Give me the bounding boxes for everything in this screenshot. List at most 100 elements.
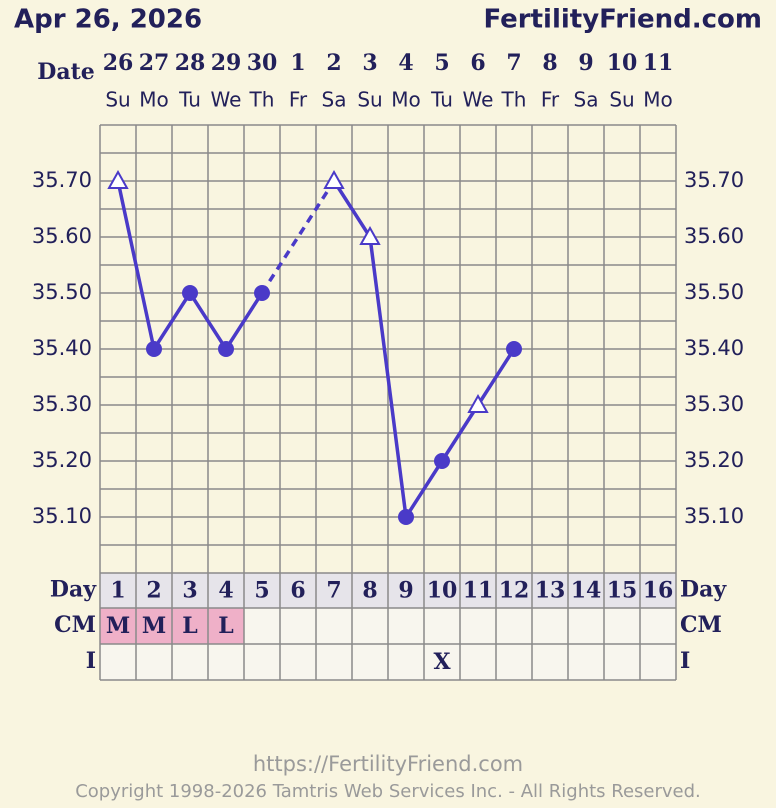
day-cell — [100, 573, 136, 608]
i-row-label-right: I — [680, 648, 690, 674]
i-cell — [100, 644, 136, 680]
date-label: 28 — [175, 50, 206, 76]
day-label: 2 — [146, 578, 161, 604]
date-label: 29 — [211, 50, 242, 76]
cm-cell — [388, 608, 424, 644]
day-label: 12 — [499, 578, 530, 604]
day-cell — [604, 573, 640, 608]
point-marker — [182, 285, 198, 301]
i-cell — [388, 644, 424, 680]
cm-cell — [568, 608, 604, 644]
site-name: FertilityFriend.com — [483, 5, 762, 35]
i-cell — [532, 644, 568, 680]
day-cell — [316, 573, 352, 608]
triangle-marker — [107, 169, 129, 189]
cm-cell — [604, 608, 640, 644]
day-label: 3 — [182, 578, 197, 604]
point-marker — [254, 285, 270, 301]
i-cell — [604, 644, 640, 680]
date-label: 5 — [434, 50, 449, 76]
cm-cell — [352, 608, 388, 644]
temperature-line — [332, 180, 516, 522]
cm-cell — [424, 608, 460, 644]
day-cell — [568, 573, 604, 608]
weekday-label: Th — [501, 88, 527, 112]
cm-cell — [640, 608, 676, 644]
date-label: 11 — [643, 50, 674, 76]
date-label: 2 — [326, 50, 341, 76]
i-cell — [172, 644, 208, 680]
day-cell — [136, 573, 172, 608]
day-label: 7 — [326, 578, 341, 604]
footer-copyright: Copyright 1998-2026 Tamtris Web Services… — [75, 781, 701, 802]
date-label: 7 — [506, 50, 521, 76]
weekday-label: Su — [105, 88, 130, 112]
day-cell — [496, 573, 532, 608]
y-tick-label-right: 35.70 — [684, 168, 744, 192]
triangle-marker — [323, 169, 345, 189]
weekday-label: We — [211, 88, 242, 112]
cm-cell — [496, 608, 532, 644]
date-label: 6 — [470, 50, 485, 76]
weekday-label: Fr — [541, 88, 560, 112]
y-tick-label-right: 35.40 — [684, 336, 744, 360]
y-tick-label-right: 35.50 — [684, 280, 744, 304]
day-row-label-right: Day — [680, 577, 727, 603]
cm-label: L — [218, 613, 233, 639]
cm-row-label-right: CM — [680, 612, 722, 638]
cm-cell — [136, 608, 172, 644]
day-label: 14 — [571, 578, 602, 604]
i-cell — [424, 644, 460, 680]
cm-cell — [316, 608, 352, 644]
y-tick-label: 35.60 — [32, 224, 92, 248]
cm-cell — [532, 608, 568, 644]
weekday-label: Su — [357, 88, 382, 112]
day-label: 13 — [535, 578, 566, 604]
weekday-label: Mo — [643, 88, 673, 112]
date-label: 27 — [139, 50, 170, 76]
i-cell — [316, 644, 352, 680]
date-label: 30 — [247, 50, 278, 76]
day-cell — [640, 573, 676, 608]
date-label: 3 — [362, 50, 377, 76]
i-cell — [244, 644, 280, 680]
day-row-label: Day — [50, 577, 97, 603]
cm-cell — [208, 608, 244, 644]
date-row-label: Date — [37, 59, 95, 85]
cm-cell — [280, 608, 316, 644]
day-cell — [244, 573, 280, 608]
point-marker — [506, 341, 522, 357]
y-tick-label-right: 35.10 — [684, 504, 744, 528]
footer-url: https://FertilityFriend.com — [253, 752, 523, 776]
y-tick-label-right: 35.60 — [684, 224, 744, 248]
date-label: 4 — [398, 50, 413, 76]
weekday-label: Su — [609, 88, 634, 112]
point-marker — [146, 341, 162, 357]
weekday-label: Tu — [178, 88, 201, 112]
cm-row-label: CM — [54, 612, 96, 638]
i-cell — [496, 644, 532, 680]
day-label: 1 — [110, 578, 125, 604]
day-label: 8 — [362, 578, 377, 604]
y-tick-label-right: 35.30 — [684, 392, 744, 416]
chart-date: Apr 26, 2026 — [14, 5, 202, 35]
weekday-label: Mo — [139, 88, 169, 112]
day-cell — [460, 573, 496, 608]
day-label: 15 — [607, 578, 638, 604]
i-cell — [640, 644, 676, 680]
i-cell — [460, 644, 496, 680]
date-label: 8 — [542, 50, 557, 76]
weekday-label: Th — [249, 88, 275, 112]
day-label: 4 — [218, 578, 233, 604]
day-label: 11 — [463, 578, 494, 604]
weekday-label: We — [463, 88, 494, 112]
day-cell — [172, 573, 208, 608]
date-label: 10 — [607, 50, 638, 76]
i-cell — [568, 644, 604, 680]
cm-label: L — [182, 613, 197, 639]
cm-label: M — [142, 613, 166, 639]
i-cell — [280, 644, 316, 680]
date-label: 1 — [290, 50, 305, 76]
i-cell — [352, 644, 388, 680]
